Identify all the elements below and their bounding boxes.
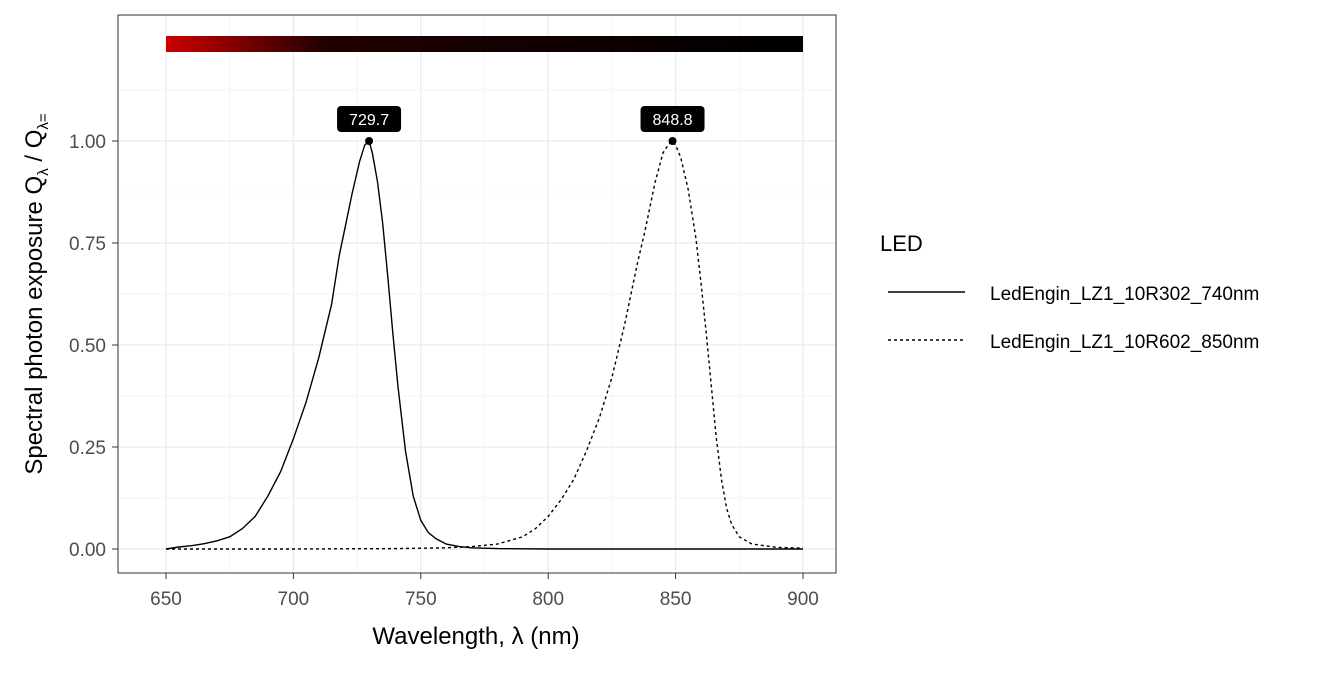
x-tick-label: 850 bbox=[660, 589, 692, 610]
panel-border bbox=[117, 14, 837, 574]
peak-label: 848.8 bbox=[653, 112, 693, 129]
grid bbox=[118, 15, 836, 573]
y-tick-label: 0.75 bbox=[69, 234, 106, 255]
y-tick-label: 0.50 bbox=[69, 336, 106, 357]
x-tick-label: 650 bbox=[150, 589, 182, 610]
peak-point bbox=[668, 137, 677, 145]
legend-label: LedEngin_LZ1_10R302_740nm bbox=[990, 284, 1259, 305]
y-tick-label: 1.00 bbox=[69, 132, 106, 153]
y-axis-label: Spectral photon exposure Qλ / Qλ= bbox=[21, 113, 52, 475]
x-axis-label: Wavelength, λ (nm) bbox=[372, 623, 579, 650]
peak-label-box bbox=[337, 106, 402, 132]
wavelength-color-bar bbox=[166, 36, 803, 52]
legend-title: LED bbox=[880, 231, 923, 256]
peak-label: 729.7 bbox=[349, 112, 389, 129]
x-tick-label: 750 bbox=[405, 589, 437, 610]
peak-label-box bbox=[640, 106, 705, 132]
x-tick-label: 900 bbox=[787, 589, 819, 610]
legend-label: LedEngin_LZ1_10R602_850nm bbox=[990, 332, 1259, 353]
y-tick-label: 0.00 bbox=[69, 540, 106, 561]
x-tick-label: 700 bbox=[278, 589, 310, 610]
peak-point bbox=[365, 137, 374, 145]
y-tick-label: 0.25 bbox=[69, 438, 106, 459]
x-tick-label: 800 bbox=[532, 589, 564, 610]
